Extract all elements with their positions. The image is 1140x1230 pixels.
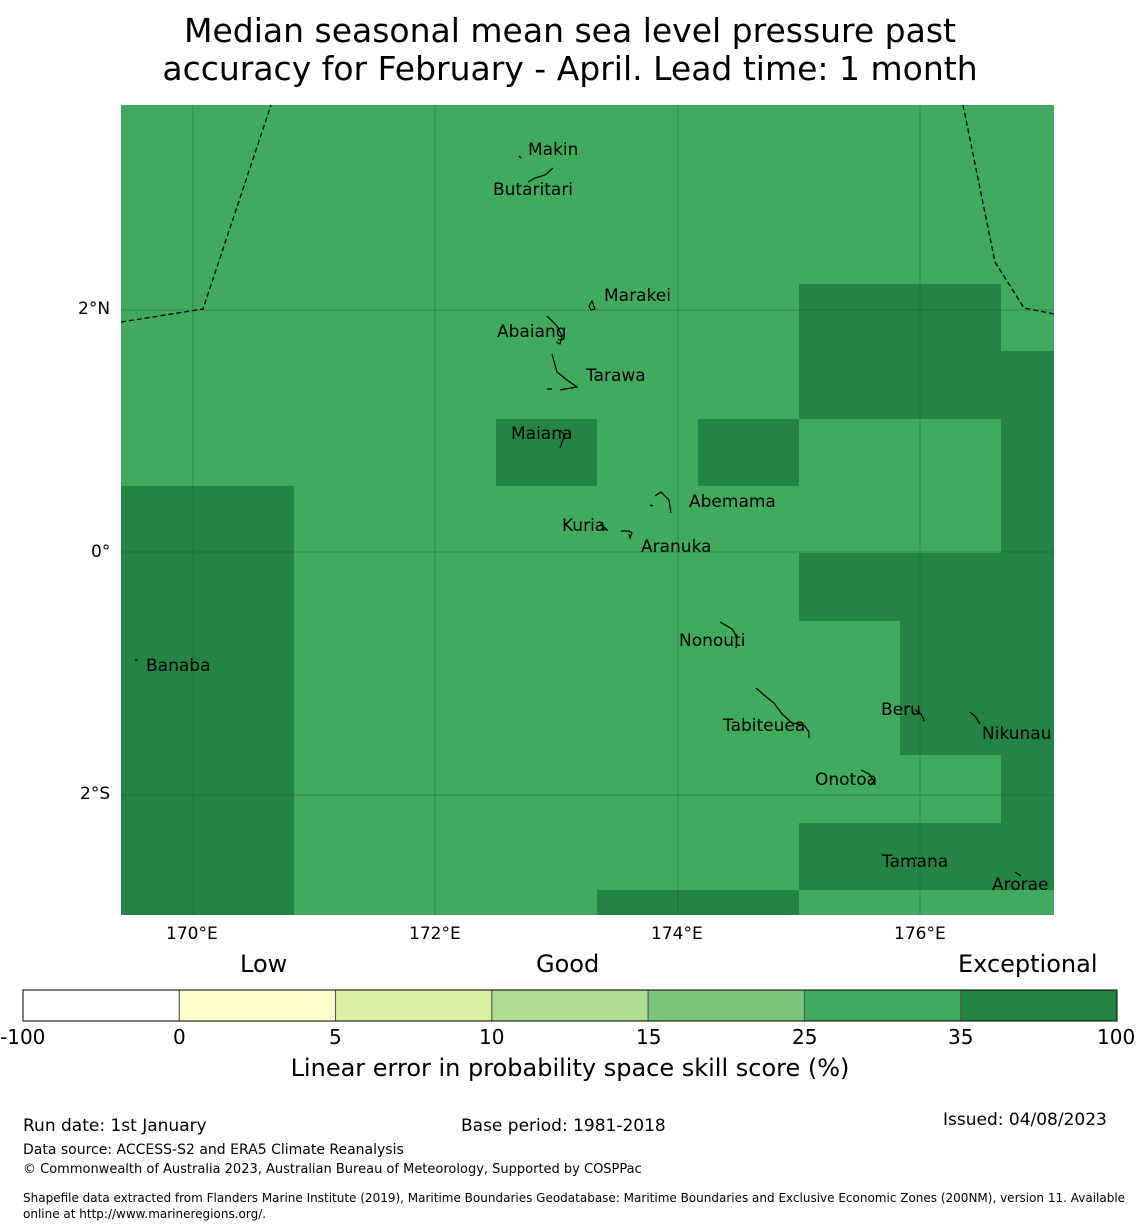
island-label-nikunau: Nikunau	[982, 724, 1052, 744]
island-label-marakei: Marakei	[604, 286, 671, 306]
colorbar-segment	[803, 989, 962, 1022]
colorbar-tick: 0	[173, 1025, 186, 1049]
island-shape-nikunau	[969, 711, 981, 725]
eez-boundary	[120, 104, 1055, 323]
run-date: Run date: 1st January	[23, 1116, 207, 1136]
island-shape-abemama	[649, 491, 672, 514]
lon-label-176e: 176°E	[894, 924, 946, 944]
cell	[121, 486, 294, 915]
island-shape-aranuka	[621, 530, 633, 540]
lat-label-0: 0°	[91, 542, 111, 562]
category-low: Low	[240, 950, 288, 978]
island-shape-tabiteuea	[755, 687, 810, 738]
cell	[799, 553, 1054, 621]
island-shape-nonouti	[719, 621, 738, 649]
island-shape-abaiang	[546, 315, 563, 345]
island-shape-tarawa	[547, 353, 579, 391]
colorbar-tick: 100	[1097, 1025, 1136, 1049]
island-label-butaritari: Butaritari	[493, 180, 574, 200]
island-label-tarawa: Tarawa	[586, 366, 646, 386]
colorbar-frame	[22, 989, 1118, 1022]
colorbar-segment	[647, 989, 805, 1022]
island-label-makin: Makin	[528, 140, 579, 160]
colorbar-segment	[335, 989, 493, 1022]
island-label-nonouti: Nonouti	[679, 631, 746, 651]
colorbar-tick: 5	[329, 1025, 342, 1049]
data-source: Data source: ACCESS-S2 and ERA5 Climate …	[23, 1142, 404, 1158]
chart-title-line-2: accuracy for February - April. Lead time…	[162, 49, 978, 88]
island-label-tabiteuea: Tabiteuea	[723, 716, 806, 736]
colorbar-tick: 35	[948, 1025, 974, 1049]
category-good: Good	[536, 950, 600, 978]
island-shape-makin	[518, 155, 522, 159]
island-label-maiana: Maiana	[511, 424, 573, 444]
island-label-abaiang: Abaiang	[497, 322, 567, 342]
cell	[698, 419, 799, 486]
chart-title-line-1: Median seasonal mean sea level pressure …	[184, 11, 956, 50]
exceptional-cells	[121, 284, 1054, 915]
category-exceptional: Exceptional	[958, 950, 1098, 978]
shapefile-credit-line-2: online at http://www.marineregions.org/.	[23, 1207, 267, 1221]
island-label-tamana: Tamana	[882, 852, 949, 872]
cell	[799, 823, 1054, 890]
island-label-arorae: Arorae	[992, 875, 1049, 895]
colorbar-tick: 15	[636, 1025, 662, 1049]
cell	[597, 890, 799, 915]
island-label-onotoa: Onotoa	[815, 770, 878, 790]
island-shape-butaritari	[527, 167, 554, 183]
cell	[1001, 755, 1054, 823]
lat-label-2n: 2°N	[78, 299, 111, 319]
island-shape-maiana	[559, 429, 566, 449]
shapefile-credit-line-1: Shapefile data extracted from Flanders M…	[23, 1191, 1126, 1205]
cell	[900, 621, 1054, 755]
island-shape-beru	[914, 709, 925, 722]
island-label-kuria: Kuria	[562, 516, 606, 536]
lon-label-174e: 174°E	[651, 924, 703, 944]
gridlines	[121, 105, 1054, 915]
colorbar-title: Linear error in probability space skill …	[290, 1054, 850, 1082]
copyright: © Commonwealth of Australia 2023, Austra…	[23, 1162, 642, 1177]
issued-date: Issued: 04/08/2023	[943, 1110, 1107, 1130]
lon-label-172e: 172°E	[409, 924, 461, 944]
cell	[799, 284, 1001, 419]
base-period: Base period: 1981-2018	[461, 1116, 666, 1136]
island-label-banaba: Banaba	[146, 656, 211, 676]
island-shape-kuria	[599, 523, 609, 531]
colorbar-tick: 25	[792, 1025, 818, 1049]
island-label-beru: Beru	[881, 700, 921, 720]
island-shapes	[135, 155, 1022, 877]
island-shape-onotoa	[860, 769, 875, 786]
colorbar-segment	[960, 989, 1118, 1022]
colorbar-segment	[491, 989, 649, 1022]
island-shape-arorae	[1014, 871, 1022, 877]
colorbar-tick: 10	[479, 1025, 505, 1049]
lat-label-2s: 2°S	[80, 784, 111, 804]
cell	[1001, 351, 1054, 553]
colorbar-tick: -100	[0, 1025, 46, 1049]
island-label-aranuka: Aranuka	[641, 537, 712, 557]
cell	[496, 419, 597, 486]
island-shape-marakei	[588, 299, 596, 311]
island-label-abemama: Abemama	[689, 492, 776, 512]
colorbar-segment	[22, 989, 180, 1022]
lon-label-170e: 170°E	[166, 924, 218, 944]
colorbar-segment	[178, 989, 337, 1022]
